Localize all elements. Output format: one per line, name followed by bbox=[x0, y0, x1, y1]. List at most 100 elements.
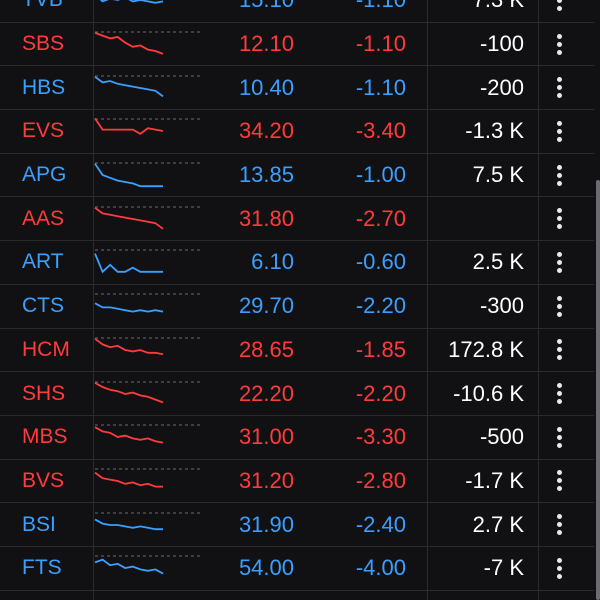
stock-price: 31.00 bbox=[238, 424, 294, 450]
stock-row[interactable]: BSI 31.90 -2.40 2.7 K bbox=[0, 503, 594, 547]
stock-price: 31.90 bbox=[238, 511, 294, 537]
more-menu-button[interactable] bbox=[541, 0, 577, 22]
stock-row[interactable]: EVS 34.20 -3.40 -1.3 K bbox=[0, 110, 594, 154]
kebab-icon bbox=[556, 120, 562, 142]
stock-row[interactable]: HBS 10.40 -1.10 -200 bbox=[0, 66, 594, 111]
kebab-icon bbox=[556, 0, 562, 11]
kebab-icon bbox=[556, 208, 562, 230]
volume: -1.7 K bbox=[465, 467, 524, 493]
kebab-icon bbox=[556, 514, 562, 536]
more-menu-button[interactable] bbox=[541, 416, 577, 459]
volume: 2.7 K bbox=[472, 511, 524, 537]
more-menu-button[interactable] bbox=[541, 197, 577, 240]
kebab-icon bbox=[556, 339, 562, 361]
stock-price: 15.10 bbox=[239, 0, 294, 22]
more-menu-button[interactable] bbox=[541, 154, 577, 197]
price-change: -3.30 bbox=[355, 424, 406, 450]
price-change: -4.00 bbox=[355, 555, 406, 581]
sparkline-series bbox=[94, 206, 164, 230]
stock-price: 31.20 bbox=[238, 467, 294, 493]
volume: -200 bbox=[479, 74, 524, 100]
stock-price: 6.10 bbox=[251, 249, 294, 275]
stock-symbol: EVS bbox=[22, 119, 65, 143]
price-change: -2.70 bbox=[355, 205, 406, 231]
scrollbar[interactable] bbox=[596, 180, 600, 600]
kebab-icon bbox=[556, 426, 562, 448]
stock-row[interactable]: CTS 29.70 -2.20 -300 bbox=[0, 285, 594, 329]
stock-row[interactable]: SHS 22.20 -2.20 -10.6 K bbox=[0, 372, 594, 416]
column-divider bbox=[93, 0, 94, 600]
more-menu-button[interactable] bbox=[541, 329, 577, 372]
kebab-icon bbox=[556, 33, 562, 55]
stock-price: 28.65 bbox=[238, 336, 294, 362]
sparkline bbox=[94, 503, 203, 546]
more-menu-button[interactable] bbox=[541, 66, 577, 109]
more-menu-button[interactable] bbox=[541, 460, 577, 503]
sparkline bbox=[94, 154, 203, 197]
volume: 172.8 K bbox=[448, 336, 524, 362]
stock-price: 31.80 bbox=[238, 205, 294, 231]
stock-symbol: SHS bbox=[22, 381, 66, 405]
sparkline bbox=[94, 547, 203, 590]
more-menu-button[interactable] bbox=[541, 547, 577, 590]
price-change: -1.10 bbox=[356, 0, 406, 22]
volume: -300 bbox=[479, 293, 524, 319]
more-menu-button[interactable] bbox=[541, 23, 577, 66]
volume: 7.5 K bbox=[472, 162, 524, 188]
volume: -500 bbox=[479, 424, 524, 450]
sparkline-series bbox=[94, 31, 164, 55]
more-menu-button[interactable] bbox=[541, 503, 577, 546]
stock-symbol: BSI bbox=[22, 512, 56, 536]
stock-list[interactable]: TVB 15.10 -1.10 7.3 K SBS 12.10 -1.10 -100 HBS 10… bbox=[0, 0, 594, 591]
price-change: -2.40 bbox=[355, 511, 406, 537]
volume: -100 bbox=[479, 31, 524, 57]
sparkline-series bbox=[94, 426, 164, 444]
price-change: -1.00 bbox=[355, 162, 406, 188]
stock-symbol: BVS bbox=[22, 468, 65, 492]
stock-symbol: HCM bbox=[22, 337, 70, 361]
price-change: -1.10 bbox=[355, 74, 406, 100]
stock-row[interactable]: HCM 28.65 -1.85 172.8 K bbox=[0, 329, 594, 373]
stock-row[interactable]: APG 13.85 -1.00 7.5 K bbox=[0, 154, 594, 198]
price-change: -1.85 bbox=[355, 336, 406, 362]
stock-row[interactable]: AAS 31.80 -2.70 bbox=[0, 197, 594, 242]
price-change: -2.20 bbox=[355, 380, 406, 406]
stock-row[interactable]: MBS 31.00 -3.30 -500 bbox=[0, 416, 594, 460]
sparkline-series bbox=[94, 163, 163, 188]
sparkline-series bbox=[94, 381, 164, 403]
stock-row[interactable]: FTS 54.00 -4.00 -7 K bbox=[0, 547, 594, 591]
sparkline bbox=[95, 0, 203, 22]
sparkline-series bbox=[94, 518, 163, 530]
more-menu-button[interactable] bbox=[541, 372, 577, 415]
volume: -10.6 K bbox=[453, 380, 524, 406]
volume: -7 K bbox=[483, 555, 524, 581]
more-menu-button[interactable] bbox=[541, 110, 577, 153]
column-divider bbox=[538, 0, 539, 600]
sparkline-series bbox=[94, 471, 163, 488]
sparkline bbox=[94, 66, 203, 109]
stock-symbol: MBS bbox=[22, 425, 68, 449]
stock-row[interactable]: SBS 12.10 -1.10 -100 bbox=[0, 23, 594, 67]
sparkline-series bbox=[99, 0, 164, 5]
stock-row[interactable]: ART 6.10 -0.60 2.5 K bbox=[0, 241, 594, 285]
kebab-icon bbox=[556, 295, 562, 317]
sparkline-series bbox=[94, 253, 163, 274]
volume: 2.5 K bbox=[472, 249, 524, 275]
stock-price: 10.40 bbox=[238, 74, 294, 100]
sparkline-series bbox=[94, 302, 164, 313]
sparkline bbox=[94, 241, 203, 284]
stock-row[interactable]: BVS 31.20 -2.80 -1.7 K bbox=[0, 460, 594, 504]
more-menu-button[interactable] bbox=[541, 285, 577, 328]
kebab-icon bbox=[556, 470, 562, 492]
column-divider bbox=[427, 0, 428, 600]
more-menu-button[interactable] bbox=[541, 241, 577, 284]
stock-price: 54.00 bbox=[238, 555, 294, 581]
sparkline-series bbox=[94, 118, 164, 136]
stock-price: 29.70 bbox=[238, 293, 294, 319]
price-change: -2.80 bbox=[355, 467, 406, 493]
sparkline bbox=[94, 329, 203, 372]
price-change: -1.10 bbox=[355, 31, 406, 57]
stock-price: 22.20 bbox=[238, 380, 294, 406]
stock-symbol: APG bbox=[22, 163, 67, 187]
stock-row[interactable]: TVB 15.10 -1.10 7.3 K bbox=[0, 0, 594, 23]
